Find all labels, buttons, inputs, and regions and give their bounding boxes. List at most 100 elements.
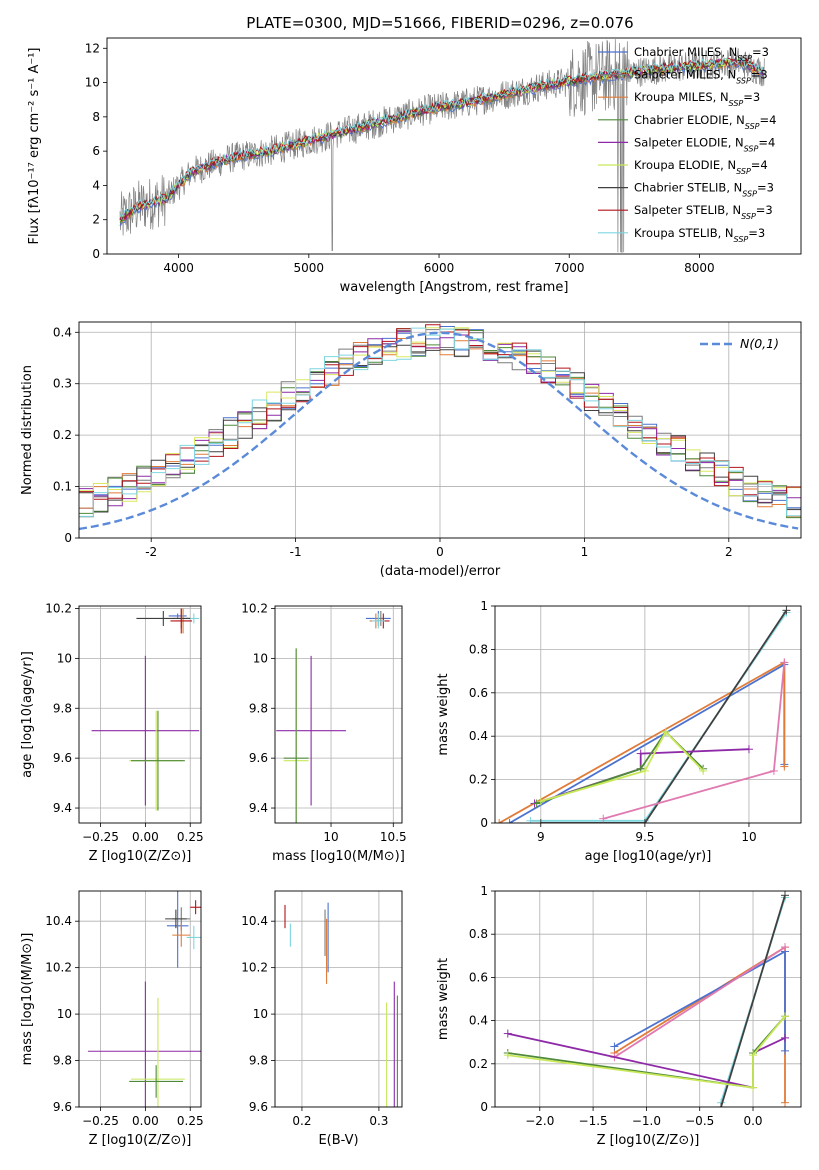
histogram-legend-label: N(0,1) bbox=[740, 336, 779, 351]
age-vs-Z-xtick-label: −0.25 bbox=[82, 830, 119, 844]
age-vs-Z-ytick-label: 10 bbox=[57, 651, 72, 665]
weight-vs-Z-series-line bbox=[507, 1015, 786, 1089]
mass-vs-Z-xlabel: Z [log10(Z/Z⊙)] bbox=[89, 1133, 192, 1148]
spectrum-legend-label: Salpeter ELODIE, NSSP=4 bbox=[634, 135, 775, 153]
mass-Z-errorbar bbox=[186, 925, 201, 950]
mass-vs-ebv-frame bbox=[274, 890, 403, 1108]
mass-vs-Z-marks bbox=[79, 891, 201, 1107]
spectrum-legend-label: Chabrier MILES, NSSP=3 bbox=[634, 45, 769, 63]
weight-vs-age-ytick-label: 0.4 bbox=[469, 729, 488, 743]
weight-vs-Z-xlabel: Z [log10(Z/Z⊙)] bbox=[597, 1133, 700, 1148]
weight-vs-age-frame bbox=[494, 605, 802, 824]
residual-histogram-frame bbox=[78, 321, 802, 539]
residual-histogram-xtick-label: 1 bbox=[581, 545, 589, 559]
age-vs-mass-ytick-label: 9.4 bbox=[249, 801, 268, 815]
weight-vs-Z-xtick-label: −2.0 bbox=[525, 1114, 554, 1128]
weight-vs-Z-ytick-label: 1 bbox=[480, 884, 488, 898]
spectrum-ytick-label: 2 bbox=[92, 213, 100, 227]
histogram-step-line bbox=[79, 328, 801, 519]
weight-vs-age-marker bbox=[661, 727, 670, 736]
age-vs-Z-xlabel: Z [log10(Z/Z⊙)] bbox=[89, 849, 192, 864]
spectrum-legend-label: Kroupa STELIB, NSSP=3 bbox=[634, 226, 765, 244]
residual-histogram-xtick-label: 0 bbox=[436, 545, 444, 559]
age-vs-mass-ytick-label: 10.2 bbox=[241, 601, 268, 615]
weight-vs-age-marker bbox=[744, 745, 753, 754]
residual-histogram-ytick-label: 0.2 bbox=[53, 428, 72, 442]
mass-vs-ebv-ytick-label: 9.8 bbox=[249, 1054, 268, 1068]
weight-vs-age-marker bbox=[769, 766, 778, 775]
weight-vs-Z-ytick-label: 0.2 bbox=[469, 1057, 488, 1071]
weight-vs-age-series-line bbox=[602, 662, 786, 820]
spectrum-legend-label: Kroupa ELODIE, NSSP=4 bbox=[634, 158, 768, 176]
histogram-step-line bbox=[79, 327, 801, 517]
spectrum-xtick-label: 6000 bbox=[424, 261, 455, 275]
mass-vs-ebv-xtick-label: 0.3 bbox=[369, 1114, 388, 1128]
mass-vs-ebv-ytick-label: 9.6 bbox=[249, 1100, 268, 1114]
mass-Z-errorbar bbox=[172, 923, 191, 947]
weight-vs-Z-xtick-label: −1.5 bbox=[579, 1114, 608, 1128]
spectrum-plot: 4000 5000 6000 7000 8000 0 2 4 6 8 10 12 wavelength … bbox=[27, 37, 802, 295]
spectrum-marks bbox=[119, 39, 765, 253]
weight-vs-Z-marker bbox=[610, 1042, 619, 1051]
age-vs-mass-marks bbox=[275, 606, 402, 823]
weight-vs-Z-ytick-label: 0.6 bbox=[469, 970, 488, 984]
weight-vs-Z-ytick-label: 0.8 bbox=[469, 927, 488, 941]
weight-vs-Z-xtick-label: 0.0 bbox=[743, 1114, 762, 1128]
spectrum-xtick-label: 4000 bbox=[163, 261, 194, 275]
age-vs-mass-ytick-label: 9.6 bbox=[249, 751, 268, 765]
age-mass-errorbar bbox=[276, 655, 346, 806]
mass-vs-ebv-plot: 0.2 0.3 9.6 9.8 10 10.2 10.4 E(B-V) bbox=[241, 890, 403, 1148]
spectrum-legend-label: Kroupa MILES, NSSP=3 bbox=[634, 90, 760, 108]
mass-vs-Z-ytick-label: 10 bbox=[57, 1007, 72, 1021]
weight-vs-Z-marker bbox=[749, 1051, 758, 1060]
mass-Z-errorbar bbox=[166, 891, 189, 968]
mass-vs-Z-xtick-label: 0.25 bbox=[177, 1114, 204, 1128]
age-mass-errorbar bbox=[372, 613, 385, 629]
spectrum-xtick-label: 8000 bbox=[684, 261, 715, 275]
weight-vs-age-marker bbox=[780, 658, 789, 667]
weight-vs-Z-ylabel: mass weight bbox=[436, 958, 451, 1040]
weight-vs-Z-marker bbox=[781, 1033, 790, 1042]
weight-vs-age-ytick-label: 0.6 bbox=[469, 686, 488, 700]
weight-vs-Z-ytick-label: 0.4 bbox=[469, 1014, 488, 1028]
age-Z-errorbar bbox=[136, 610, 191, 626]
age-Z-errorbar bbox=[131, 710, 185, 811]
weight-vs-Z-xtick-label: −0.5 bbox=[685, 1114, 714, 1128]
weight-vs-Z-marker bbox=[781, 1046, 790, 1055]
mass-vs-Z-ylabel: mass [log10(M/M⊙)] bbox=[20, 933, 35, 1066]
weight-vs-Z-marker bbox=[717, 1103, 726, 1107]
weight-vs-age-marker bbox=[505, 819, 514, 823]
mass-vs-ebv-ytick-label: 10.4 bbox=[241, 914, 268, 928]
age-Z-errorbar bbox=[168, 613, 187, 619]
weight-vs-Z-marks bbox=[495, 891, 801, 1107]
mass-vs-ebv-ytick-label: 10.2 bbox=[241, 961, 268, 975]
spectrum-legend-label: Salpeter STELIB, NSSP=3 bbox=[634, 203, 773, 221]
age-Z-errorbar bbox=[170, 608, 193, 634]
weight-vs-age-marks bbox=[495, 606, 801, 823]
weight-vs-age-ytick-label: 0.8 bbox=[469, 642, 488, 656]
weight-vs-age-ytick-label: 0.2 bbox=[469, 773, 488, 787]
mass-vs-ebv-xtick-label: 0.2 bbox=[292, 1114, 311, 1128]
weight-vs-Z-plot: −2.0 −1.5 −1.0 −0.5 0.0 0 0.2 0.4 0.6 0.8 1 Z [log1… bbox=[436, 884, 802, 1148]
weight-vs-Z-marker bbox=[503, 1029, 512, 1038]
weight-vs-age-ylabel: mass weight bbox=[436, 673, 451, 755]
weight-vs-Z-marker bbox=[781, 1012, 790, 1021]
mass-Z-errorbar bbox=[165, 909, 187, 929]
age-vs-Z-plot: −0.25 0.00 0.25 9.4 9.6 9.8 10 10.2 Z [log10(Z/Z… bbox=[20, 601, 204, 864]
age-vs-Z-xtick-label: 0.25 bbox=[177, 830, 204, 844]
weight-vs-age-marker bbox=[599, 814, 608, 823]
residual-histogram-xtick-label: 2 bbox=[725, 545, 733, 559]
weight-vs-age-ytick-label: 0 bbox=[480, 816, 488, 830]
residual-histogram-marks bbox=[79, 322, 801, 538]
age-vs-mass-ytick-label: 9.8 bbox=[249, 701, 268, 715]
weight-vs-age-marker bbox=[526, 816, 535, 823]
age-mass-errorbar bbox=[283, 648, 309, 823]
weight-vs-Z-frame bbox=[494, 890, 802, 1108]
weight-vs-age-marker bbox=[636, 749, 645, 758]
weight-vs-age-marker bbox=[640, 819, 649, 823]
weight-vs-age-marker bbox=[536, 797, 545, 806]
histogram-step-line bbox=[79, 324, 801, 500]
weight-vs-age-xtick-label: 10 bbox=[741, 830, 756, 844]
weight-vs-Z-series-line bbox=[613, 946, 786, 1059]
